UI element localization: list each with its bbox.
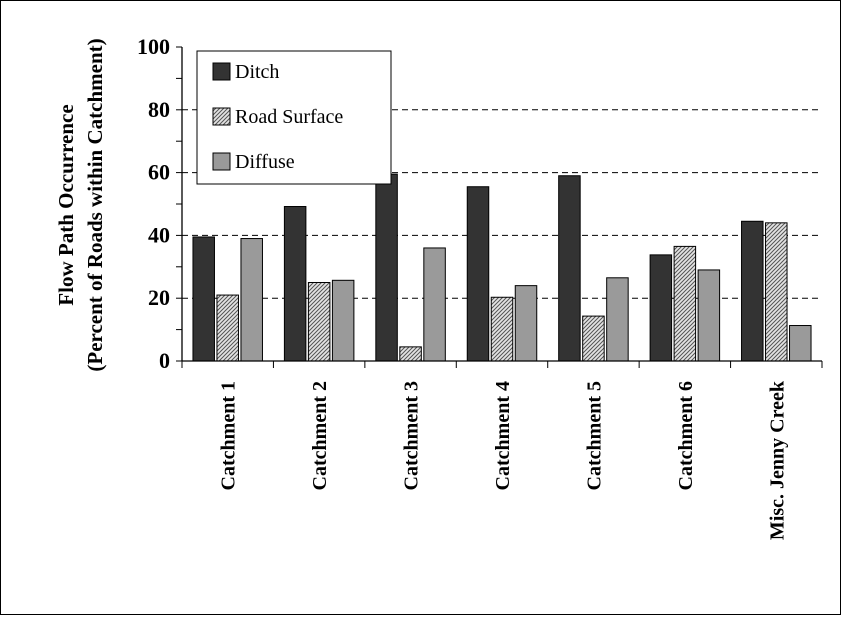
category-label: Catchment 5 — [583, 381, 605, 490]
bar-ditch-1 — [192, 236, 215, 362]
bar-diffuse-6 — [697, 269, 721, 362]
y-axis-title-line2: (Percent of Roads within Catchment) — [83, 38, 107, 371]
bar-road-surface-5 — [582, 315, 605, 362]
y-tick-label: 80 — [148, 97, 170, 122]
legend: Ditch Road Surface Diffuse — [196, 50, 392, 185]
y-tick-label: 20 — [148, 285, 170, 310]
category-label: Catchment 1 — [218, 381, 240, 490]
bar-ditch-3 — [375, 173, 398, 362]
bar-road-surface-3 — [399, 346, 422, 362]
y-axis-title: Flow Path Occurrence (Percent of Roads w… — [54, 38, 107, 371]
bar-ditch-5 — [558, 175, 581, 362]
legend-label: Diffuse — [235, 151, 295, 173]
category-label: Catchment 4 — [492, 381, 514, 490]
axes — [176, 46, 823, 368]
category-label: Catchment 2 — [309, 381, 331, 490]
category-label: Misc. Jenny Creek — [766, 380, 788, 540]
legend-swatch — [212, 107, 231, 126]
bar-ditch-4 — [466, 186, 490, 362]
bar-diffuse-3 — [423, 247, 446, 362]
bar-diffuse-1 — [240, 238, 263, 362]
legend-label: Road Surface — [235, 106, 343, 128]
bar-diffuse-2 — [331, 279, 355, 362]
legend-swatch — [212, 62, 231, 81]
bar-road-surface-6 — [673, 245, 697, 362]
category-labels: Catchment 1 Catchment 2 Catchment 3 Catchme… — [218, 380, 789, 540]
bar-diffuse-7 — [789, 325, 812, 362]
y-tick-label: 40 — [148, 222, 170, 247]
y-axis-title-line1: Flow Path Occurrence — [54, 104, 78, 305]
category-label: Catchment 3 — [401, 381, 423, 490]
y-tick-labels: 0 20 40 60 80 100 — [137, 34, 170, 373]
bars — [192, 173, 812, 362]
bar-ditch-7 — [741, 220, 764, 362]
bar-road-surface-1 — [216, 294, 239, 362]
legend-swatch — [212, 152, 231, 171]
y-tick-label: 100 — [137, 34, 170, 59]
bar-diffuse-4 — [514, 285, 538, 362]
bar-ditch-2 — [283, 206, 307, 362]
y-tick-label: 60 — [148, 160, 170, 185]
bar-road-surface-4 — [490, 296, 514, 362]
y-tick-label: 0 — [159, 348, 170, 373]
bar-road-surface-7 — [765, 222, 788, 362]
category-label: Catchment 6 — [675, 381, 697, 490]
bar-ditch-6 — [649, 254, 673, 362]
bar-diffuse-5 — [606, 277, 629, 362]
bar-road-surface-2 — [307, 282, 331, 362]
legend-label: Ditch — [235, 61, 279, 83]
